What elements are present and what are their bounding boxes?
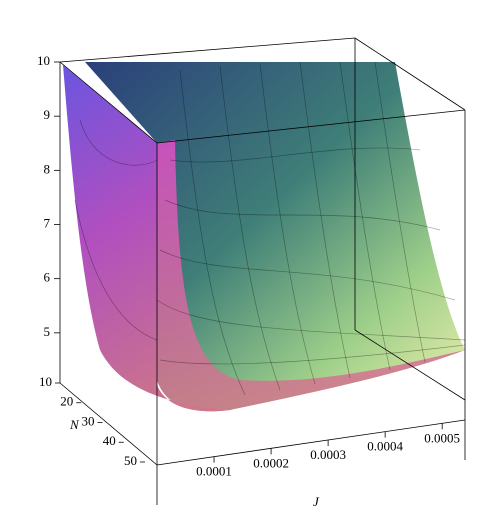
surface-mesh	[74, 61, 466, 396]
n-axis-label: N	[69, 417, 80, 432]
z-tick-label: 10	[37, 53, 50, 68]
j-tick-label: 0.0005	[424, 430, 460, 445]
j-tick-label: 0.0004	[367, 439, 403, 454]
j-tick-label: 0.0002	[253, 455, 289, 470]
z-tick-label: 9	[44, 107, 51, 122]
z-tick-label: 5	[44, 324, 51, 339]
n-tick-label: 50	[124, 453, 137, 468]
j-tick-label: 0.0003	[310, 447, 346, 462]
j-tick-label: 0.0001	[196, 464, 232, 479]
bounding-box	[59, 37, 466, 505]
surface-front	[157, 140, 465, 412]
n-tick-label: 30	[82, 413, 95, 428]
n-tick-label: 20	[60, 394, 73, 409]
n-tick-label: 10	[39, 374, 52, 389]
j-axis-label: J	[313, 494, 320, 509]
surface-left	[63, 65, 230, 412]
z-tick-label: 7	[44, 215, 51, 230]
n-tick-label: 40	[103, 433, 116, 448]
surface	[63, 61, 466, 412]
z-tick-label: 6	[44, 270, 51, 285]
z-tick-label: 8	[44, 161, 51, 176]
